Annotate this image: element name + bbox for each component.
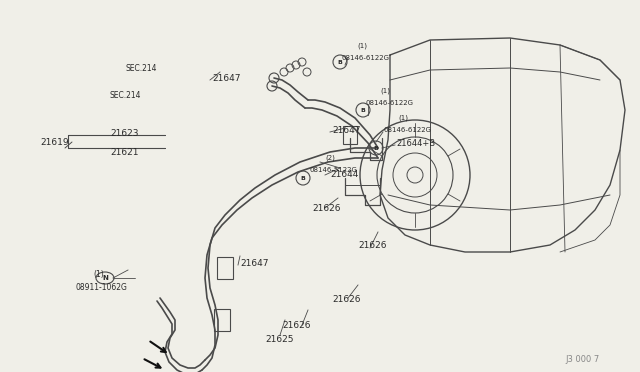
Text: 21626: 21626 xyxy=(312,203,340,212)
Text: B: B xyxy=(374,145,378,151)
Text: 21626: 21626 xyxy=(358,241,387,250)
Text: 08146-6122G: 08146-6122G xyxy=(342,55,390,61)
Text: 08146-5122G: 08146-5122G xyxy=(310,167,358,173)
Text: J3 000 7: J3 000 7 xyxy=(565,356,599,365)
Text: 08146-6122G: 08146-6122G xyxy=(365,100,413,106)
Text: B: B xyxy=(301,176,305,180)
Text: (1): (1) xyxy=(357,43,367,49)
Text: SEC.214: SEC.214 xyxy=(125,64,157,73)
Text: 21621: 21621 xyxy=(110,148,138,157)
Text: 21647: 21647 xyxy=(212,74,241,83)
Text: B: B xyxy=(360,108,365,112)
Text: 21619: 21619 xyxy=(40,138,68,147)
Text: SEC.214: SEC.214 xyxy=(110,90,141,99)
Text: 21623: 21623 xyxy=(110,128,138,138)
Text: 08146-6122G: 08146-6122G xyxy=(383,127,431,133)
Text: (2): (2) xyxy=(325,155,335,161)
Text: 21626: 21626 xyxy=(332,295,360,305)
Text: 21644+B: 21644+B xyxy=(396,138,435,148)
Text: 08911-1062G: 08911-1062G xyxy=(75,282,127,292)
Text: 21647: 21647 xyxy=(332,125,360,135)
Text: 21625: 21625 xyxy=(265,336,294,344)
Text: (1): (1) xyxy=(398,115,408,121)
Text: 21626: 21626 xyxy=(282,321,310,330)
Text: 21647: 21647 xyxy=(240,259,269,267)
Text: (1): (1) xyxy=(93,270,104,279)
Text: (1): (1) xyxy=(380,88,390,94)
Text: 21644: 21644 xyxy=(330,170,358,179)
Text: B: B xyxy=(337,60,342,64)
Text: N: N xyxy=(102,275,108,281)
